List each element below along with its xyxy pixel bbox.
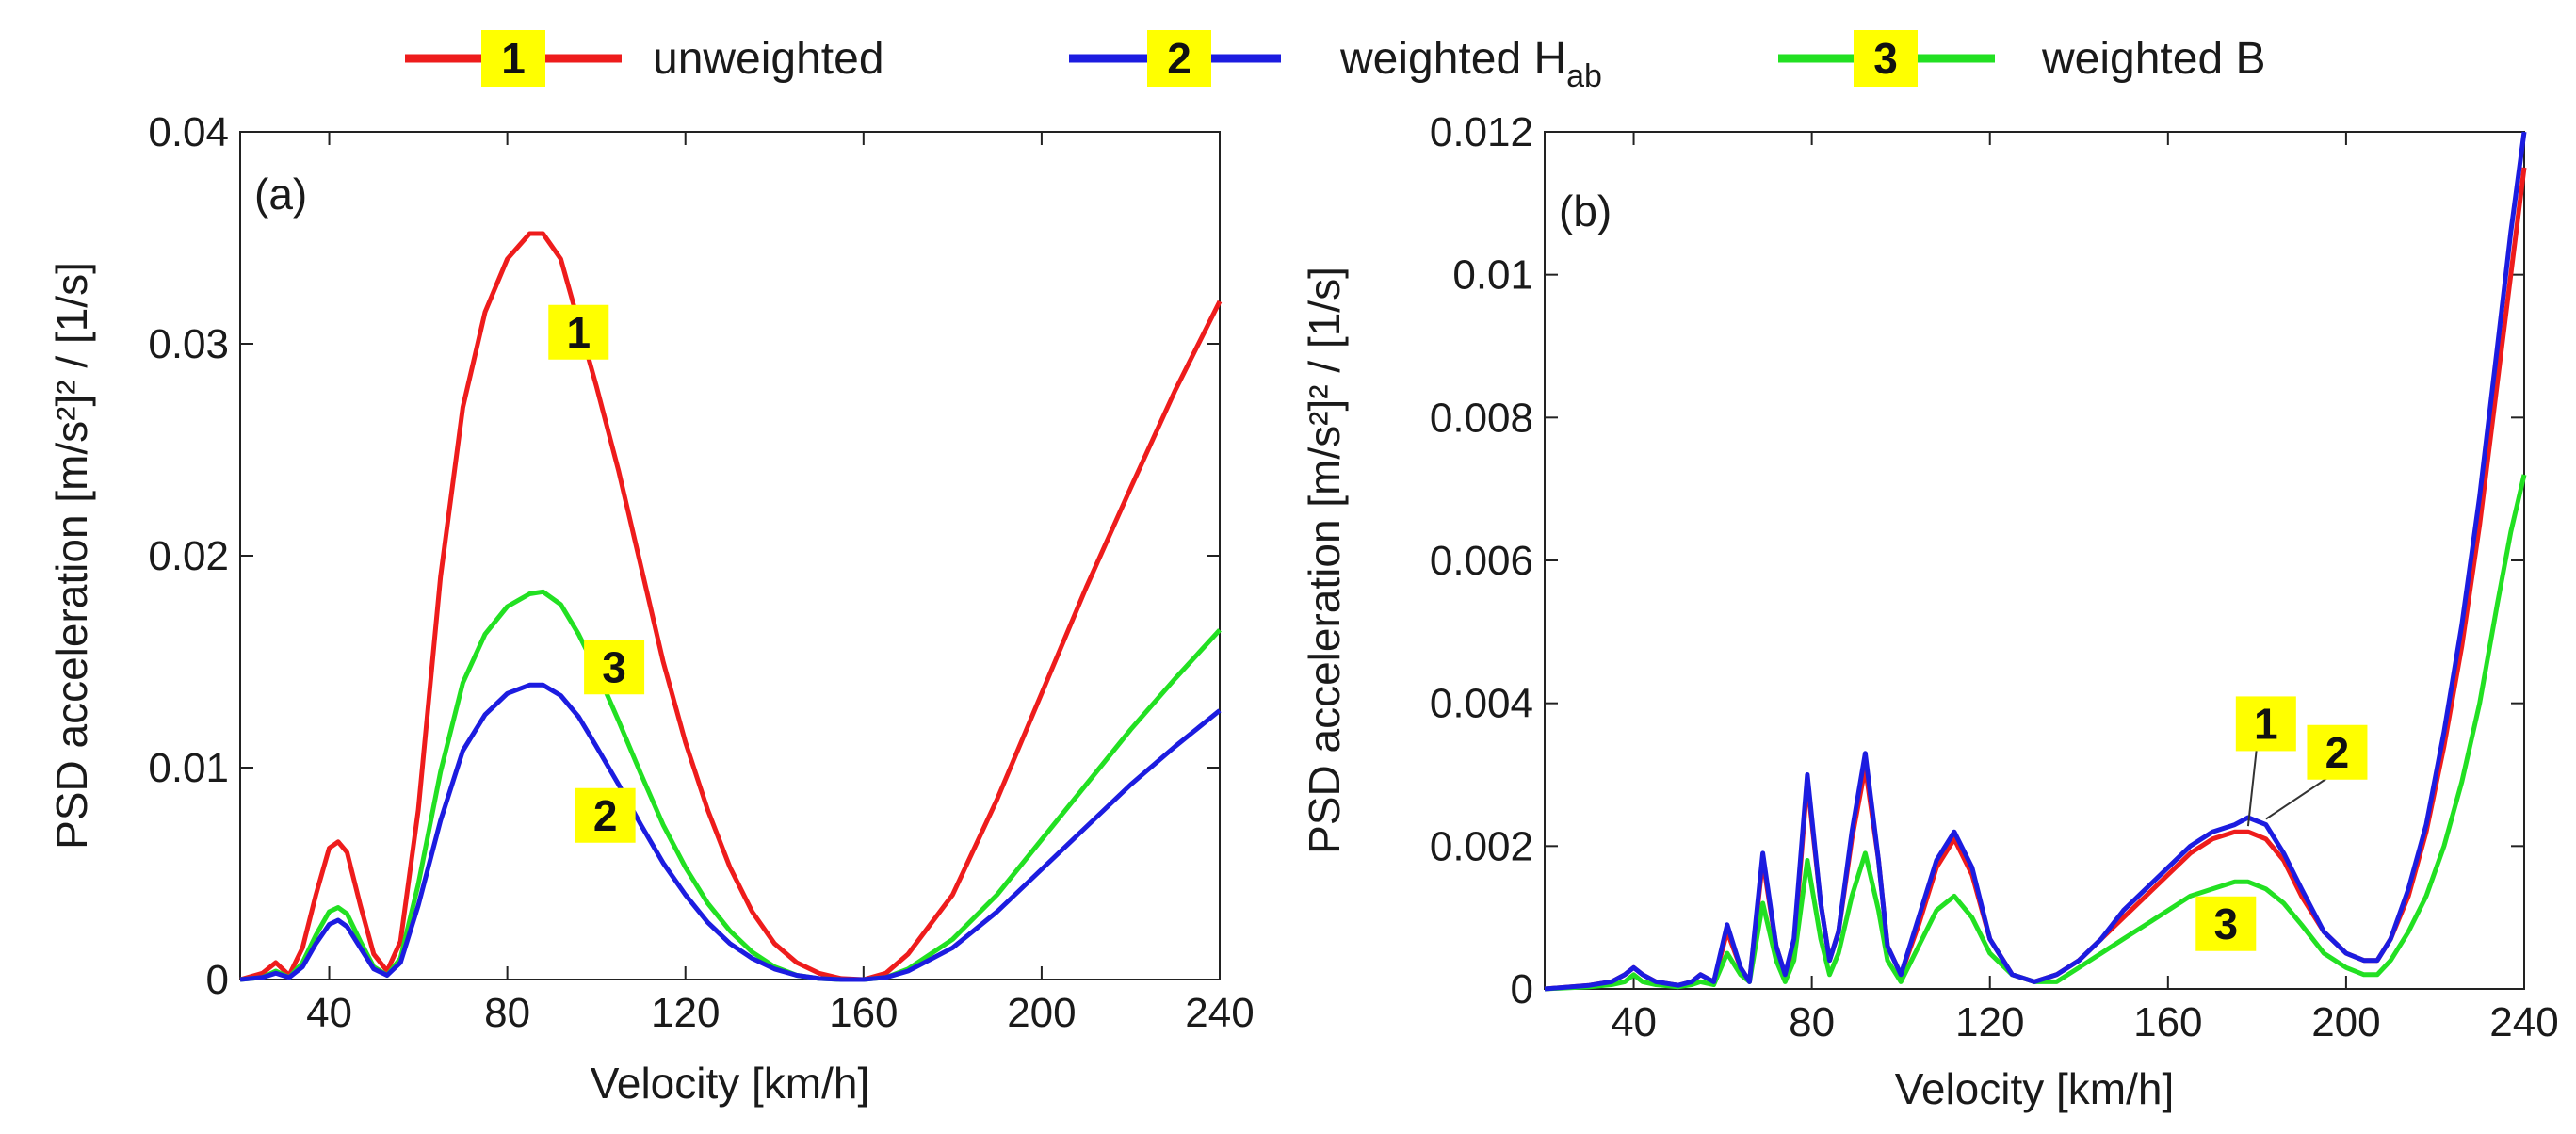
- x-axis-label-b: Velocity [km/h]: [1895, 1064, 2175, 1113]
- x-tick-label: 80: [1789, 999, 1835, 1045]
- y-axis-label-a: PSD acceleration [m/s²]² / [1/s]: [47, 262, 96, 850]
- x-ticks-b: 40 80 120 160 200 240: [1611, 132, 2559, 1045]
- y-tick-label: 0.01: [1452, 252, 1533, 299]
- series-lines-b: [1544, 131, 2527, 992]
- legend-label-2-sub: ab: [1566, 58, 1602, 94]
- legend-label-3: weighted B: [2041, 34, 2266, 84]
- legend-badge-2: [1147, 30, 1211, 87]
- y-tick-label: 0.02: [148, 533, 229, 579]
- callout-badge-1-b: [2235, 696, 2296, 752]
- legend: 1 unweighted 2 weighted Hab 3 weighted B: [405, 30, 2266, 94]
- y-tick-label: 0.012: [1430, 109, 1533, 155]
- callout-leader-1: [2246, 749, 2258, 827]
- y-tick-label: 0: [206, 957, 229, 1003]
- x-ticks-a: 40 80 120 160 200 240: [306, 132, 1255, 1036]
- legend-label-1: unweighted: [653, 34, 884, 84]
- callout-num-2-b: 2: [2325, 728, 2350, 777]
- x-tick-label: 160: [829, 990, 898, 1036]
- y-tick-label: 0.006: [1430, 538, 1533, 584]
- x-tick-label: 160: [2133, 999, 2202, 1045]
- callout-badge-3-b: [2195, 896, 2257, 951]
- y-tick-label: 0: [1511, 966, 1533, 1012]
- x-tick-label: 240: [1185, 990, 1254, 1036]
- series-line-3-a: [239, 589, 1222, 982]
- panel-label-b: (b): [1559, 186, 1612, 235]
- plot-frame-b: [1544, 131, 2525, 990]
- legend-badge-3: [1854, 30, 1918, 87]
- y-tick-label: 0.004: [1430, 681, 1533, 727]
- callout-leader-2: [2265, 776, 2329, 820]
- series-line-2-a: [239, 682, 1222, 982]
- callout-badge-2-b: [2307, 724, 2368, 780]
- legend-entry-weighted-b: 3 weighted B: [1778, 30, 2266, 87]
- x-tick-label: 120: [1955, 999, 2024, 1045]
- callout-num-3-a: 3: [602, 642, 626, 691]
- x-tick-label: 200: [2311, 999, 2380, 1045]
- callout-num-3-b: 3: [2213, 899, 2238, 948]
- x-tick-label: 240: [2489, 999, 2558, 1045]
- y-ticks-b: 0 0.002 0.004 0.006 0.008 0.01 0.012: [1430, 109, 2524, 1012]
- panel-b: 40 80 120 160 200 240 0 0.002 0.004 0.006 0.008 0.…: [1300, 109, 2559, 1113]
- callout-num-2-a: 2: [593, 791, 618, 840]
- legend-label-2: weighted H: [1339, 34, 1566, 84]
- series-line-1-a: [239, 231, 1223, 982]
- x-tick-label: 40: [1611, 999, 1657, 1045]
- x-tick-label: 200: [1007, 990, 1076, 1036]
- y-ticks-a: 0 0.01 0.02 0.03 0.04: [148, 109, 1220, 1003]
- callout-badge-2-a: [575, 787, 636, 843]
- callout-num-1-b: 1: [2254, 699, 2278, 748]
- x-tick-label: 40: [306, 990, 352, 1036]
- callout-badge-1-a: [548, 304, 609, 360]
- x-tick-label: 80: [484, 990, 530, 1036]
- plot-frame-a: [239, 131, 1221, 980]
- series-line-3-b: [1544, 474, 2527, 992]
- svg-text:weighted Hab: weighted Hab: [1339, 34, 1602, 94]
- panel-label-a: (a): [254, 170, 307, 219]
- callout-badge-3-a: [584, 640, 645, 695]
- y-tick-label: 0.002: [1430, 823, 1533, 869]
- y-tick-label: 0.03: [148, 321, 229, 367]
- callout-num-1-a: 1: [566, 308, 591, 357]
- legend-badge-num-2: 2: [1167, 34, 1191, 83]
- y-tick-label: 0.008: [1430, 395, 1533, 441]
- x-tick-label: 120: [651, 990, 720, 1036]
- callouts-b: 12 3: [2195, 696, 2368, 951]
- series-line-1-b: [1544, 167, 2527, 992]
- series-line-2-b: [1544, 131, 2527, 992]
- legend-badge-1: [481, 30, 545, 87]
- series-lines-a: [239, 231, 1223, 982]
- panel-a: 40 80 120 160 200 240 0 0.01 0.02 0.03 0.04 1 2 3 (…: [47, 109, 1255, 1108]
- legend-entry-unweighted: 1 unweighted: [405, 30, 884, 87]
- callouts-a: 1 2 3: [548, 304, 645, 843]
- x-axis-label-a: Velocity [km/h]: [591, 1059, 870, 1108]
- y-axis-label-b: PSD acceleration [m/s²]² / [1/s]: [1300, 267, 1349, 854]
- legend-badge-num-1: 1: [501, 34, 526, 83]
- y-tick-label: 0.04: [148, 109, 229, 155]
- legend-badge-num-3: 3: [1873, 34, 1898, 83]
- y-tick-label: 0.01: [148, 745, 229, 791]
- legend-entry-weighted-hab: 2 weighted Hab: [1069, 30, 1602, 94]
